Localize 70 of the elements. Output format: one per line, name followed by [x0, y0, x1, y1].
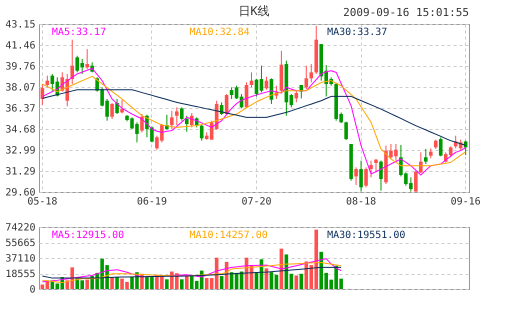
candlestick — [184, 115, 189, 132]
y-tick-label: 18555 — [5, 269, 36, 280]
chart-title: 日K线 — [238, 4, 270, 18]
line-series — [42, 266, 342, 279]
bar — [220, 276, 224, 289]
candlestick — [414, 170, 418, 192]
candlestick — [46, 75, 50, 88]
candlestick — [200, 124, 204, 142]
bar — [184, 275, 189, 289]
x-tick-label: 07-20 — [241, 196, 272, 208]
candlestick — [464, 140, 468, 156]
y-tick-label: 38.07 — [5, 82, 36, 94]
candlestick — [428, 148, 433, 159]
candlestick — [434, 139, 438, 150]
y-tick-label: 43.15 — [5, 20, 36, 30]
y-tick-label: 36.37 — [5, 104, 36, 115]
candlestick — [250, 72, 254, 88]
candlestick — [170, 110, 174, 130]
text: MA30:19551.00 — [327, 230, 406, 241]
text: MA10:32.84 — [190, 27, 250, 38]
x-tick-label: 08-18 — [346, 196, 376, 208]
candlestick — [374, 158, 378, 173]
candlestick — [369, 160, 373, 178]
candlestick — [424, 148, 428, 164]
bar — [115, 277, 119, 289]
bar — [264, 268, 268, 289]
y-tick-label: 31.29 — [5, 166, 36, 178]
text: MA5:33.17 — [52, 27, 106, 38]
text: MA10:14257.00 — [190, 230, 268, 241]
line-series — [42, 258, 342, 282]
y-tick-label: 0 — [29, 284, 36, 296]
candlestick — [364, 166, 368, 188]
x-tick-label: 06-19 — [136, 196, 167, 208]
y-tick-label: 29.60 — [5, 188, 36, 198]
line-series — [42, 262, 342, 284]
y-tick-label: 74220 — [5, 222, 36, 234]
candlestick — [379, 160, 383, 192]
candlestick — [359, 160, 363, 192]
bar — [280, 248, 284, 289]
y-tick-label: 39.76 — [5, 62, 36, 73]
candlestick — [309, 64, 314, 83]
candlestick — [344, 121, 348, 141]
y-tick-label: 32.99 — [5, 145, 36, 156]
x-tick-label: 05-18 — [27, 196, 58, 208]
y-tick-label: 34.68 — [5, 124, 36, 136]
text: MA30:33.37 — [327, 27, 388, 38]
candlestick — [120, 100, 124, 114]
text: 2009-09-16 15:01:55 — [343, 6, 469, 19]
candlestick — [175, 106, 179, 126]
text: MA5:12915.00 — [52, 230, 124, 241]
bar — [85, 280, 89, 289]
bar — [294, 275, 298, 289]
candlestick — [85, 48, 89, 70]
candlestick — [180, 106, 184, 122]
x-tick-label: 09-16 — [450, 196, 481, 208]
y-tick-label: 55665 — [5, 238, 36, 249]
candlestick — [304, 65, 308, 90]
y-tick-label: 41.46 — [5, 40, 36, 52]
candlestick — [354, 166, 358, 186]
candlestick — [419, 152, 423, 174]
y-tick-label: 37110 — [5, 254, 36, 264]
bar — [180, 279, 184, 289]
candlestick — [140, 114, 144, 133]
candlestick — [110, 102, 114, 120]
candlestick — [294, 90, 298, 103]
candlestick — [264, 76, 268, 90]
bar — [110, 277, 114, 289]
bar — [165, 279, 169, 289]
candlestick — [438, 136, 443, 157]
bar — [300, 274, 304, 289]
